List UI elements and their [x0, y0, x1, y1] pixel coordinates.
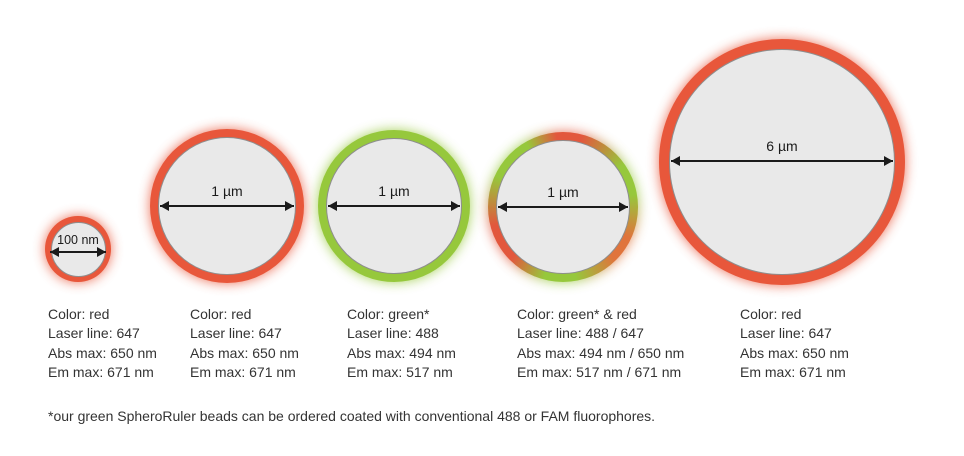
diameter-arrow	[671, 156, 893, 166]
spec-line-abs: Abs max: 650 nm	[48, 344, 157, 361]
diameter-label: 100 nm	[57, 233, 99, 247]
diameter-arrow	[160, 201, 294, 211]
spec-line-laser: Laser line: 488 / 647	[517, 325, 644, 342]
bead-core	[669, 49, 895, 275]
spec-line-laser: Laser line: 647	[48, 325, 140, 342]
bead-1um-green: 1 µm	[318, 130, 470, 282]
spec-line-em: Em max: 517 nm	[347, 363, 453, 380]
bead-1um-green-red: 1 µm	[488, 132, 638, 282]
bead-1um-red: 1 µm	[150, 129, 304, 283]
bead-ring	[659, 39, 905, 285]
diameter-label: 6 µm	[766, 138, 798, 154]
spec-line-color: Color: green*	[347, 306, 430, 322]
spec-block-1um-green: Color: green* Laser line: 488 Abs max: 4…	[347, 305, 456, 382]
spec-line-em: Em max: 517 nm / 671 nm	[517, 363, 682, 380]
bead-100nm-red: 100 nm	[45, 216, 111, 282]
diameter-label: 1 µm	[547, 184, 579, 200]
diameter-arrow	[328, 201, 460, 211]
spec-line-em: Em max: 671 nm	[190, 363, 296, 380]
spec-line-color: Color: red	[740, 306, 802, 322]
spec-line-abs: Abs max: 650 nm	[740, 344, 849, 361]
spec-line-laser: Laser line: 647	[190, 325, 282, 342]
spec-block-6um-red: Color: red Laser line: 647 Abs max: 650 …	[740, 305, 849, 382]
diameter-arrow	[498, 202, 628, 212]
spec-line-laser: Laser line: 488	[347, 325, 439, 342]
bead-6um-red: 6 µm	[659, 39, 905, 285]
spec-line-laser: Laser line: 647	[740, 325, 832, 342]
spec-line-abs: Abs max: 650 nm	[190, 344, 299, 361]
spec-line-color: Color: green* & red	[517, 306, 637, 322]
spec-block-100nm-red: Color: red Laser line: 647 Abs max: 650 …	[48, 305, 157, 382]
spec-line-abs: Abs max: 494 nm	[347, 344, 456, 361]
diameter-arrow	[50, 247, 106, 257]
spec-line-em: Em max: 671 nm	[740, 363, 846, 380]
spec-line-abs: Abs max: 494 nm / 650 nm	[517, 344, 685, 361]
spec-block-1um-green-red: Color: green* & red Laser line: 488 / 64…	[517, 305, 684, 382]
spec-line-em: Em max: 671 nm	[48, 363, 154, 380]
spec-block-1um-red: Color: red Laser line: 647 Abs max: 650 …	[190, 305, 299, 382]
spec-line-color: Color: red	[190, 306, 252, 322]
footnote-text: *our green SpheroRuler beads can be orde…	[48, 408, 656, 424]
spec-line-color: Color: red	[48, 306, 110, 322]
diameter-label: 1 µm	[211, 183, 243, 199]
diameter-label: 1 µm	[378, 183, 410, 199]
